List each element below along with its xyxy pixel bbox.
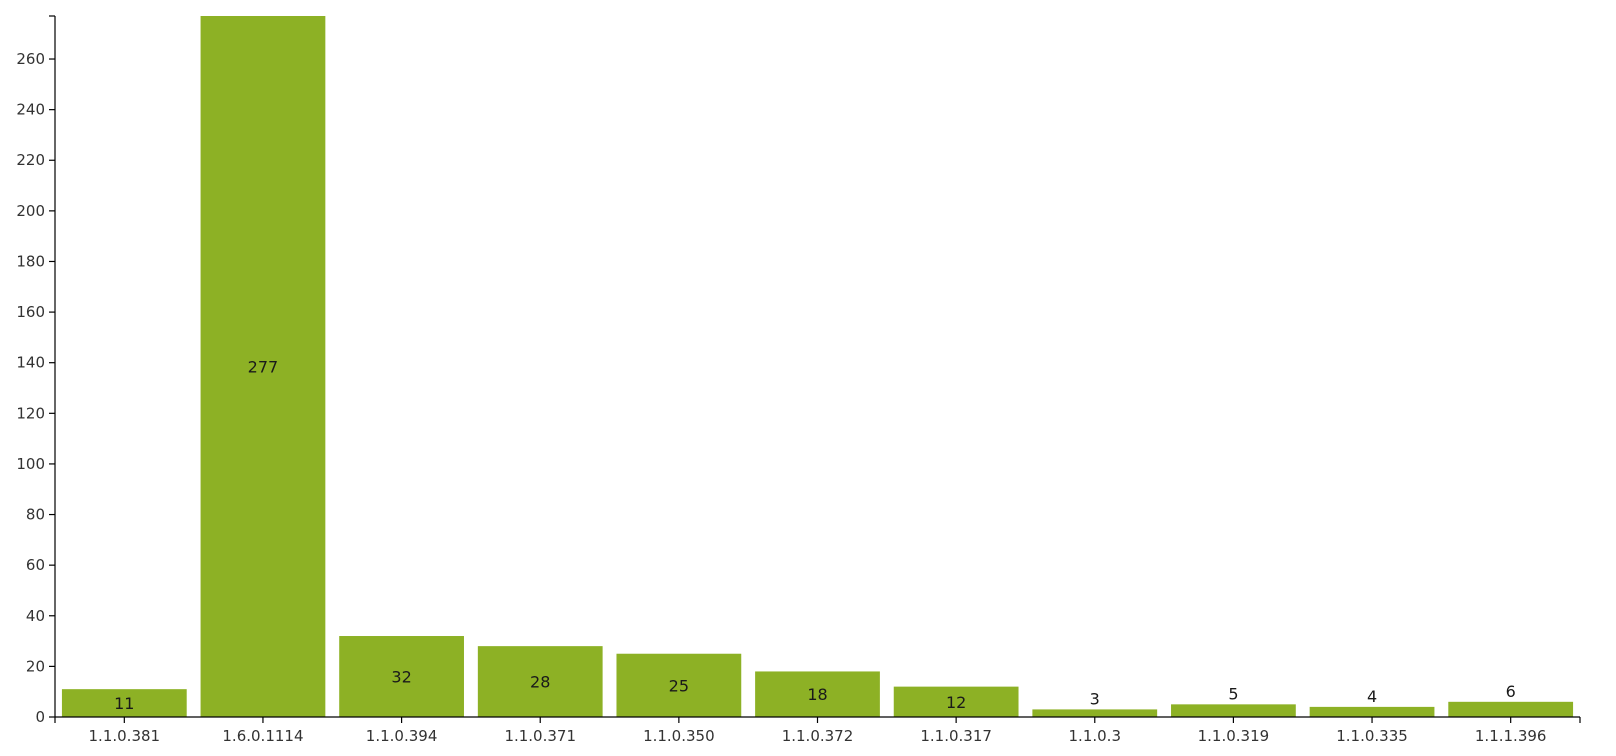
y-tick-label: 180 xyxy=(16,252,45,270)
bar-value-label: 4 xyxy=(1367,687,1377,706)
bar-1.6.0.1114 xyxy=(200,16,326,717)
y-tick-label: 260 xyxy=(16,50,45,68)
bar-value-label: 28 xyxy=(530,673,550,692)
y-tick-label: 200 xyxy=(16,202,45,220)
y-tick-label: 160 xyxy=(16,303,45,321)
bar-1.1.0.3 xyxy=(1032,709,1158,717)
y-tick-label: 240 xyxy=(16,101,45,119)
x-tick-label: 1.6.0.1114 xyxy=(222,727,303,745)
bar-value-label: 11 xyxy=(114,694,134,713)
x-tick-label: 1.1.0.317 xyxy=(920,727,992,745)
bar-1.1.1.396 xyxy=(1448,701,1574,717)
bar-value-label: 5 xyxy=(1228,684,1238,703)
bar-value-label: 32 xyxy=(391,668,411,687)
bar-1.1.0.335 xyxy=(1309,706,1435,717)
y-tick-label: 20 xyxy=(26,657,45,675)
bar-1.1.0.372 xyxy=(755,671,880,717)
bar-value-label: 18 xyxy=(807,685,827,704)
bar-value-label: 3 xyxy=(1090,689,1100,708)
bar-1.1.0.317 xyxy=(893,686,1019,717)
x-tick-label: 1.1.0.3 xyxy=(1069,727,1121,745)
x-axis: 1.1.0.381 1.6.0.1114 1.1.0.394 1.1.0.371 1.1… xyxy=(54,716,1581,745)
y-tick-label: 40 xyxy=(26,607,45,625)
x-tick-label: 1.1.0.381 xyxy=(89,727,161,745)
x-tick-label: 1.1.0.350 xyxy=(643,727,715,745)
x-tick-label: 1.1.0.371 xyxy=(504,727,576,745)
y-tick-label: 120 xyxy=(16,404,45,422)
y-tick-label: 60 xyxy=(26,556,45,574)
y-axis: 0 20 40 60 80 100 120 140 160 180 200 220 240 260 xyxy=(16,15,56,726)
bar-value-label: 6 xyxy=(1506,682,1516,701)
y-tick-label: 80 xyxy=(26,506,45,524)
bar-1.1.0.381 xyxy=(61,689,187,717)
bar-1.1.0.319 xyxy=(1171,704,1296,717)
x-tick-label: 1.1.1.396 xyxy=(1475,727,1547,745)
bar-1.1.0.350 xyxy=(616,653,742,717)
y-tick-label: 100 xyxy=(16,455,45,473)
x-tick-label: 1.1.0.319 xyxy=(1198,727,1270,745)
bar-value-label: 277 xyxy=(248,358,279,377)
x-tick-label: 1.1.0.394 xyxy=(366,727,438,745)
y-tick-label: 220 xyxy=(16,151,45,169)
bars-layer xyxy=(61,16,1574,717)
x-tick-label: 1.1.0.335 xyxy=(1336,727,1408,745)
bar-1.1.0.394 xyxy=(339,636,464,717)
bar-value-label: 25 xyxy=(669,676,689,695)
bar-labels-layer: 11 277 32 28 25 18 12 3 5 4 6 xyxy=(114,358,1516,714)
y-tick-label: 0 xyxy=(35,708,45,726)
y-tick-label: 140 xyxy=(16,354,45,372)
bar-1.1.0.371 xyxy=(477,646,603,717)
bar-value-label: 12 xyxy=(946,693,966,712)
x-tick-label: 1.1.0.372 xyxy=(782,727,854,745)
